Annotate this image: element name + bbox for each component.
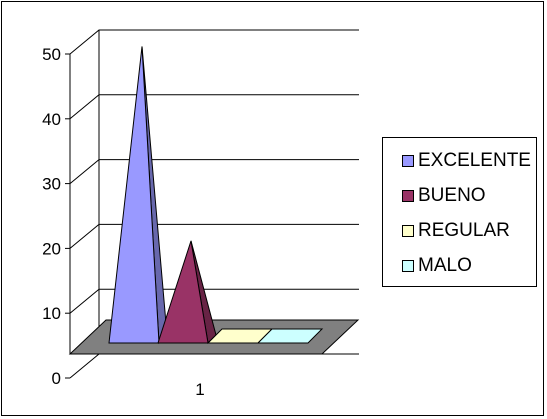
y-tick-label-0: 0 xyxy=(52,369,61,388)
legend-label-bueno: BUENO xyxy=(418,185,486,206)
legend-swatch-bueno xyxy=(402,190,414,202)
legend-item-bueno: BUENO xyxy=(402,185,486,207)
legend-label-regular: REGULAR xyxy=(418,220,510,241)
legend-item-malo: MALO xyxy=(402,255,472,277)
x-tick-label-1: 1 xyxy=(195,380,204,399)
gridline-40 xyxy=(69,94,359,120)
y-tick-label-40: 40 xyxy=(42,110,61,129)
pyramid-malo xyxy=(256,328,324,344)
legend: EXCELENTE BUENO REGULAR MALO xyxy=(382,137,537,287)
legend-item-excelente: EXCELENTE xyxy=(402,150,531,172)
gridline-30 xyxy=(69,159,359,184)
gridline-0 xyxy=(69,353,359,379)
pyramid-bueno xyxy=(157,240,209,344)
pyramid-excelente xyxy=(108,46,160,344)
y-tick-label-50: 50 xyxy=(42,45,61,64)
legend-swatch-excelente xyxy=(402,155,414,167)
legend-item-regular: REGULAR xyxy=(402,220,510,242)
y-tick-label-20: 20 xyxy=(42,239,61,258)
legend-label-malo: MALO xyxy=(418,255,472,276)
gridline-50 xyxy=(69,29,359,55)
y-tick-label-10: 10 xyxy=(42,304,61,323)
legend-swatch-malo xyxy=(402,260,414,272)
legend-swatch-regular xyxy=(402,225,414,237)
legend-label-excelente: EXCELENTE xyxy=(418,150,531,171)
gridline-20 xyxy=(69,223,359,249)
y-tick-label-30: 30 xyxy=(42,175,61,194)
